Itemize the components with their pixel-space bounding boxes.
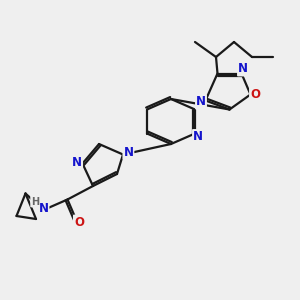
Text: N: N [196,95,206,109]
Text: H: H [31,196,39,207]
Text: N: N [123,146,134,159]
Text: N: N [38,202,49,215]
Text: N: N [72,155,82,169]
Text: O: O [250,88,260,101]
Text: O: O [74,215,84,229]
Text: N: N [238,62,248,76]
Text: N: N [193,130,203,143]
